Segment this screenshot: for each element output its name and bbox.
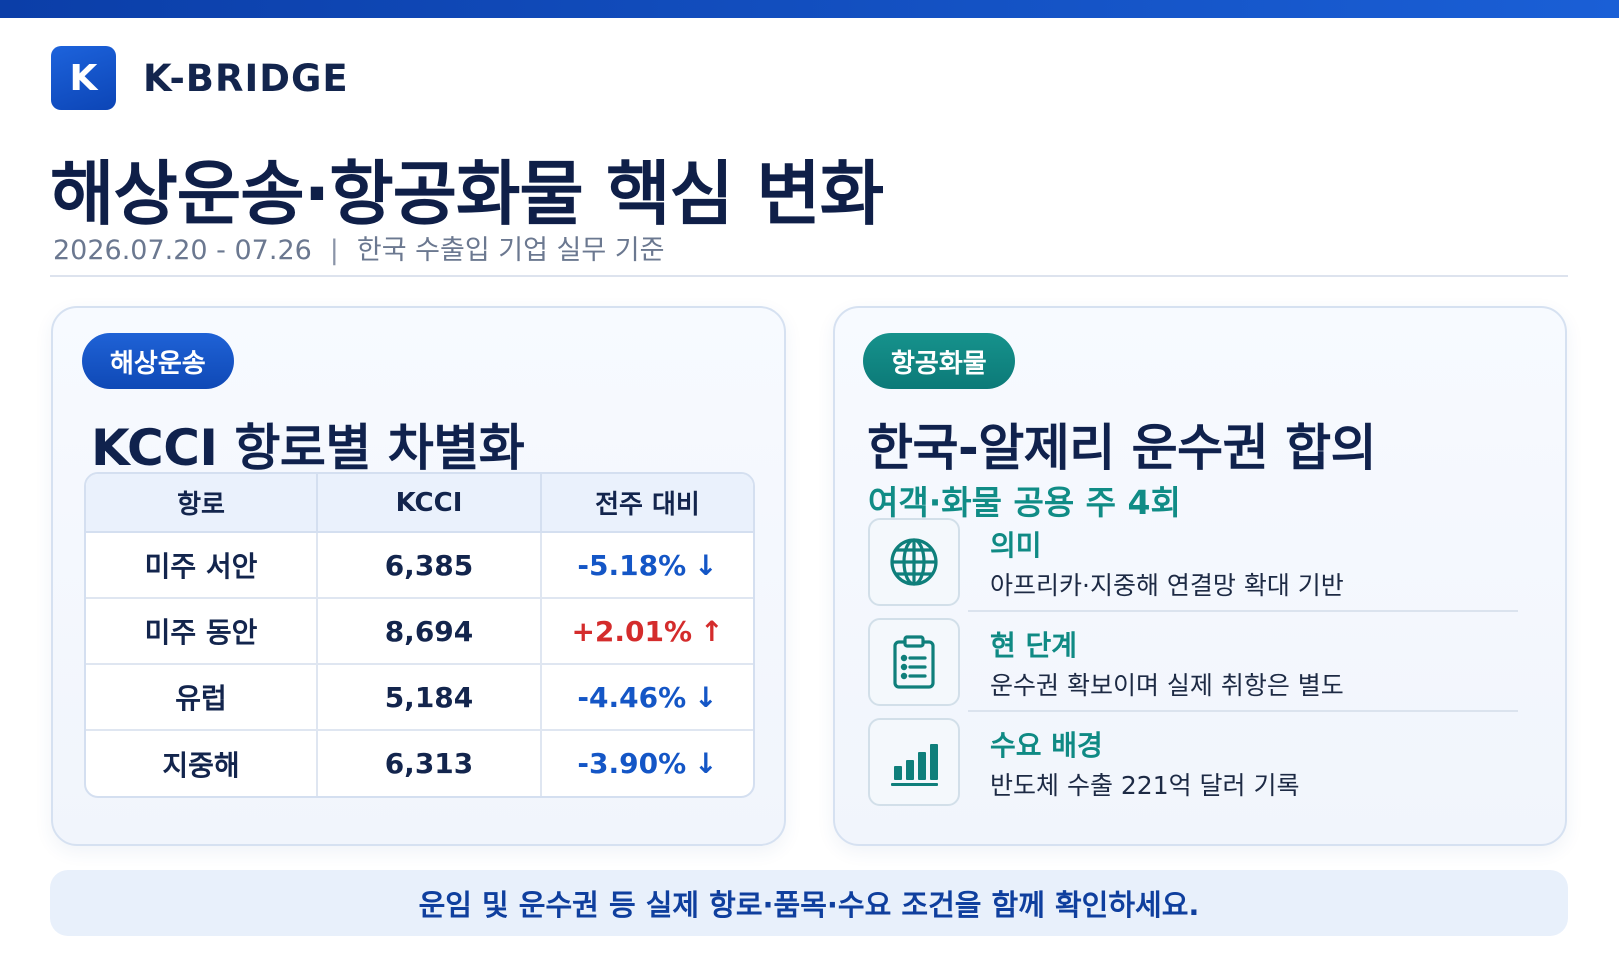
route-cell: 지중해	[86, 730, 318, 796]
route-cell: 미주 서안	[86, 532, 318, 599]
column-header-change: 전주 대비	[541, 474, 753, 533]
footer-note: 운임 및 운수권 등 실제 항로·품목·수요 조건을 함께 확인하세요.	[50, 870, 1568, 936]
kcci-cell: 5,184	[317, 664, 542, 731]
arrow-down-icon: ↓	[694, 680, 718, 714]
globe-icon	[868, 518, 960, 606]
change-cell: -4.46% ↓	[541, 664, 753, 731]
date-range: 2026.07.20 - 07.26	[53, 235, 312, 266]
info-item-current-stage: 현 단계 운수권 확보이며 실제 취항은 별도	[868, 618, 1518, 712]
info-label: 수요 배경	[990, 729, 1103, 762]
info-divider	[968, 710, 1518, 712]
bar-chart-icon	[868, 718, 960, 806]
header-divider	[50, 275, 1568, 277]
kcci-cell: 6,313	[317, 730, 542, 796]
table-row: 미주 동안 8,694 +2.01% ↑	[86, 598, 753, 665]
subtitle-separator: |	[329, 235, 339, 266]
scope-text: 한국 수출입 기업 실무 기준	[356, 235, 665, 266]
change-cell: -5.18% ↓	[541, 532, 753, 599]
air-cargo-card: 항공화물 한국-알제리 운수권 합의 여객·화물 공용 주 4회 의미 아프리카…	[833, 306, 1567, 846]
info-text: 아프리카·지중해 연결망 확대 기반	[990, 571, 1344, 600]
air-cargo-tag: 항공화물	[863, 333, 1015, 389]
change-cell: -3.90% ↓	[541, 730, 753, 796]
info-item-demand: 수요 배경 반도체 수출 221억 달러 기록	[868, 718, 1518, 810]
info-divider	[968, 610, 1518, 612]
info-label: 현 단계	[990, 629, 1078, 662]
route-cell: 유럽	[86, 664, 318, 731]
page-title: 해상운송·항공화물 핵심 변화	[50, 153, 884, 235]
air-card-title: 한국-알제리 운수권 합의	[867, 419, 1377, 477]
column-header-kcci: KCCI	[317, 474, 542, 533]
kcci-cell: 8,694	[317, 598, 542, 665]
sea-card-title: KCCI 항로별 차별화	[91, 419, 525, 477]
arrow-down-icon: ↓	[694, 747, 718, 780]
brand-name: K-BRIDGE	[143, 56, 349, 100]
info-item-meaning: 의미 아프리카·지중해 연결망 확대 기반	[868, 518, 1518, 612]
top-accent-bar	[0, 0, 1619, 18]
page-subtitle: 2026.07.20 - 07.26 | 한국 수출입 기업 실무 기준	[53, 228, 664, 267]
brand-logo: K	[51, 46, 116, 110]
info-text: 운수권 확보이며 실제 취항은 별도	[990, 671, 1344, 700]
arrow-up-icon: ↑	[700, 614, 724, 648]
change-value: -5.18%	[577, 548, 687, 582]
table-row: 유럽 5,184 -4.46% ↓	[86, 664, 753, 731]
table-row: 미주 서안 6,385 -5.18% ↓	[86, 532, 753, 599]
change-value: -4.46%	[577, 680, 687, 714]
table-header-row: 항로 KCCI 전주 대비	[86, 474, 753, 533]
air-card-subtitle: 여객·화물 공용 주 4회	[868, 483, 1181, 522]
kcci-table: 항로 KCCI 전주 대비 미주 서안 6,385 -5.18% ↓ 미주 동안 …	[84, 472, 755, 798]
change-cell: +2.01% ↑	[541, 598, 753, 665]
kcci-cell: 6,385	[317, 532, 542, 599]
arrow-down-icon: ↓	[694, 548, 718, 582]
clipboard-icon	[868, 618, 960, 706]
brand: K K-BRIDGE	[51, 46, 349, 110]
table-row: 지중해 6,313 -3.90% ↓	[86, 730, 753, 796]
route-cell: 미주 동안	[86, 598, 318, 665]
change-value: -3.90%	[577, 747, 687, 780]
sea-freight-tag: 해상운송	[82, 333, 234, 389]
sea-freight-card: 해상운송 KCCI 항로별 차별화 항로 KCCI 전주 대비 미주 서안 6,…	[51, 306, 786, 846]
change-value: +2.01%	[571, 614, 693, 648]
column-header-route: 항로	[86, 474, 318, 533]
info-text: 반도체 수출 221억 달러 기록	[990, 771, 1300, 800]
info-label: 의미	[990, 529, 1042, 562]
